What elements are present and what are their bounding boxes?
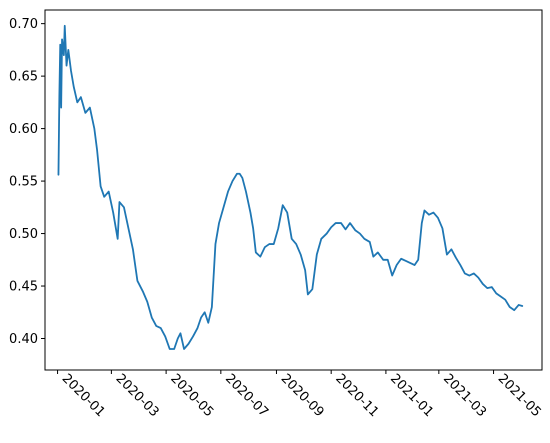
x-tick-label: 2021-01 — [387, 371, 436, 420]
plot-area — [57, 24, 524, 350]
x-tick-label: 2020-05 — [167, 371, 216, 420]
y-tick-label: 0.60 — [9, 122, 38, 137]
y-tick-label: 0.65 — [9, 70, 38, 85]
x-tick-label: 2020-07 — [222, 371, 271, 420]
y-tick-label: 0.50 — [9, 227, 38, 242]
x-tick-label: 2020-03 — [113, 371, 162, 420]
axes-frame — [44, 9, 543, 371]
x-tick-label: 2020-11 — [332, 371, 381, 420]
x-tick-label: 2020-01 — [59, 371, 108, 420]
y-tick-label: 0.45 — [9, 280, 38, 295]
x-tick-label: 2021-03 — [440, 371, 489, 420]
x-axis: 2020-01 2020-03 2020-05 2020-07 2020-09 2020-… — [57, 370, 544, 420]
x-tick-label: 2021-05 — [495, 371, 544, 420]
y-tick-label: 0.55 — [9, 175, 38, 190]
series-line — [57, 24, 524, 350]
x-tick-label: 2020-09 — [278, 371, 327, 420]
y-tick-label: 0.70 — [9, 17, 38, 32]
y-axis: 0.40 0.45 0.50 0.55 0.60 0.65 0.70 — [9, 17, 45, 347]
y-tick-label: 0.40 — [9, 332, 38, 347]
